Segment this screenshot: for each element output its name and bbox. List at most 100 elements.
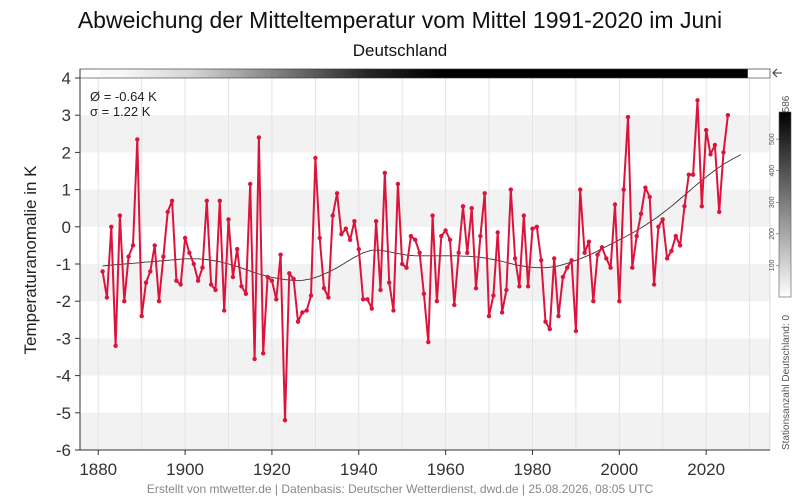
anomaly-point [278, 252, 283, 257]
y-tick-label: 4 [62, 69, 71, 88]
anomaly-point [704, 127, 709, 133]
anomaly-point [634, 233, 639, 239]
station-strip-cell [491, 69, 496, 78]
station-strip-cell [104, 69, 110, 78]
station-strip-cell [174, 69, 179, 78]
chart-subtitle: Deutschland [353, 41, 448, 60]
anomaly-point [360, 297, 366, 302]
anomaly-point [404, 265, 409, 270]
colorbar-label: Stationsanzahl Deutschland: 0 [781, 314, 792, 450]
anomaly-point [660, 217, 665, 222]
station-strip-cell [217, 69, 223, 78]
station-strip-cell [634, 69, 640, 78]
station-strip-cell [287, 69, 292, 78]
station-strip-cell [586, 69, 592, 78]
anomaly-point [612, 202, 618, 207]
anomaly-point [400, 261, 405, 267]
anomaly-point [452, 302, 457, 308]
station-strip-cell [187, 69, 192, 78]
anomaly-point [664, 256, 670, 261]
station-strip-cell [456, 69, 462, 78]
station-strip-cell [538, 69, 544, 78]
station-strip-cell [226, 69, 232, 78]
chart-title: Abweichung der Mitteltemperatur vom Mitt… [78, 7, 722, 33]
station-strip-cell [525, 69, 531, 78]
anomaly-point [656, 224, 661, 229]
y-band [80, 412, 770, 450]
anomaly-point [534, 224, 539, 229]
alternating-bands [80, 115, 770, 450]
station-strip-cell [395, 69, 401, 78]
anomaly-point [469, 206, 474, 211]
anomaly-point [130, 243, 136, 248]
y-tick-label: -3 [56, 329, 71, 348]
station-strip-cell [734, 69, 740, 78]
station-strip-cell [365, 69, 370, 78]
station-strip-cell [556, 69, 562, 78]
anomaly-point [495, 230, 500, 235]
anomaly-point [582, 250, 587, 255]
station-strip-cell [625, 69, 631, 78]
x-tick-label: 1920 [253, 460, 291, 479]
stat-mean: Ø = -0.64 K [90, 89, 157, 104]
station-strip-cell [156, 69, 162, 78]
station-strip-cell [495, 69, 501, 78]
anomaly-point [391, 308, 396, 313]
anomaly-point [491, 293, 496, 298]
y-band [80, 338, 770, 376]
station-strip-cell [221, 69, 227, 78]
station-strip-cell [595, 69, 601, 78]
station-strip-cell [252, 69, 258, 78]
anomaly-point [643, 185, 648, 190]
station-strip-cell [716, 69, 722, 78]
anomaly-point [213, 287, 218, 293]
station-strip-cell [408, 69, 414, 78]
anomaly-point [295, 319, 301, 324]
station-strip-cell [213, 69, 218, 78]
station-strip-cell [295, 69, 301, 78]
station-strip-cell [690, 69, 696, 78]
y-tick-label: -1 [56, 255, 71, 274]
station-strip-cell [291, 69, 297, 78]
anomaly-point [104, 295, 110, 300]
y-axis-label: Temperaturanomalie in K [21, 165, 40, 355]
station-strip-cell [278, 69, 284, 78]
anomaly-point [369, 306, 374, 311]
station-strip-cell [712, 69, 718, 78]
anomaly-point [443, 228, 448, 233]
station-strip-cell [352, 69, 357, 78]
station-strip-cell [391, 69, 397, 78]
anomaly-point [413, 237, 418, 242]
anomaly-point [261, 351, 266, 356]
station-strip-cell [360, 69, 366, 78]
anomaly-point [530, 226, 535, 231]
anomaly-point [682, 204, 687, 209]
anomaly-point [122, 299, 127, 304]
station-strip-cell [191, 69, 197, 78]
colorbar-tick-label: 400 [769, 165, 776, 177]
x-tick-label: 1900 [166, 460, 204, 479]
colorbar-tick-label: 100 [769, 259, 776, 271]
anomaly-point [230, 274, 236, 280]
anomaly-point [204, 198, 209, 203]
station-strip-cell [560, 69, 566, 78]
station-strip-cell [200, 69, 205, 78]
station-strip-cell [265, 69, 271, 78]
station-strip-cell [530, 69, 535, 78]
anomaly-point [274, 297, 279, 302]
anomaly-point [334, 191, 340, 196]
station-strip-cell [347, 69, 353, 78]
x-tick-label: 1960 [427, 460, 465, 479]
anomaly-point [439, 233, 444, 239]
anomaly-point [113, 343, 118, 348]
stat-sigma: σ = 1.22 K [90, 104, 151, 119]
anomaly-point [560, 274, 566, 280]
anomaly-point [373, 219, 379, 224]
station-strip-cell [434, 69, 440, 78]
station-strip-cell [708, 69, 714, 78]
anomaly-point [174, 278, 179, 283]
vertical-gridlines [97, 78, 751, 450]
anomaly-point [677, 243, 683, 248]
station-strip-cell [660, 69, 666, 78]
anomaly-point [547, 326, 552, 332]
